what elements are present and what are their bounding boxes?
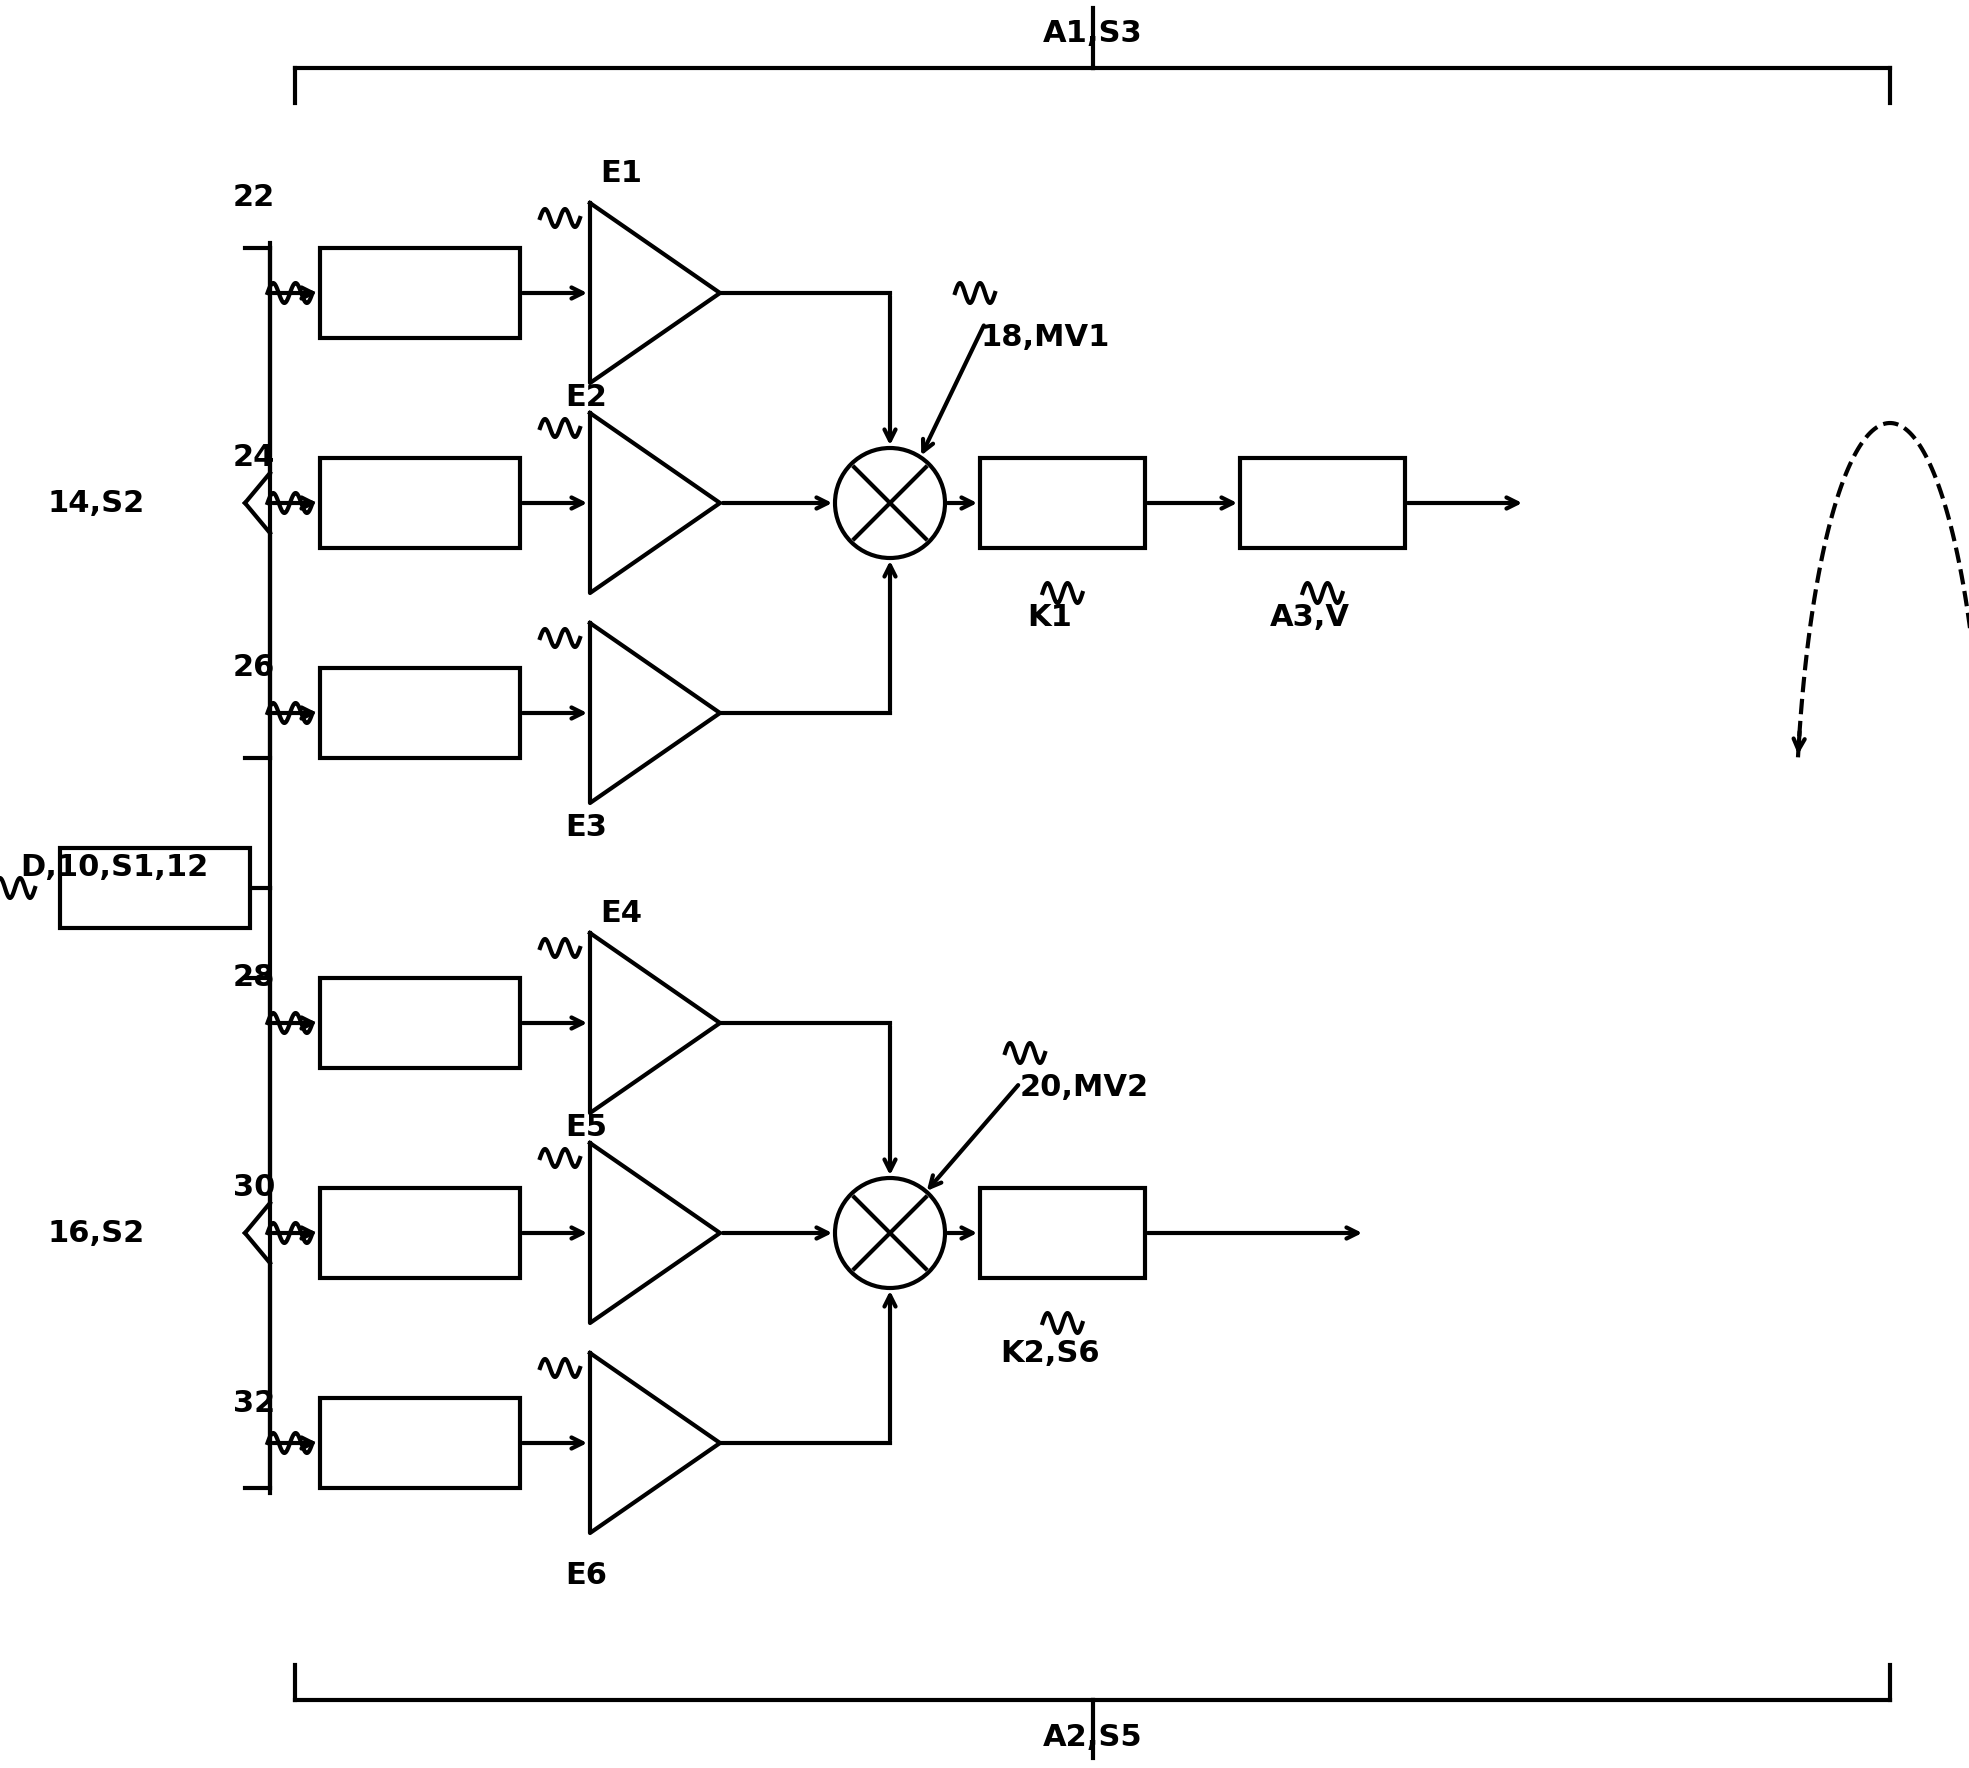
Text: E6: E6: [565, 1561, 606, 1591]
Text: 22: 22: [232, 184, 276, 212]
Bar: [321, 458, 520, 548]
Text: E4: E4: [601, 898, 642, 928]
Bar: [981, 1188, 1146, 1278]
Text: 30: 30: [232, 1174, 276, 1202]
Text: A2,S5: A2,S5: [1044, 1724, 1142, 1752]
Text: 32: 32: [232, 1388, 276, 1418]
Text: K2,S6: K2,S6: [1000, 1338, 1101, 1367]
Text: E1: E1: [601, 159, 642, 187]
Text: 16,S2: 16,S2: [47, 1218, 146, 1248]
Text: 14,S2: 14,S2: [47, 488, 146, 518]
Text: E2: E2: [565, 384, 606, 412]
Bar: [321, 1188, 520, 1278]
Text: E5: E5: [565, 1114, 606, 1142]
Text: K1: K1: [1028, 603, 1073, 633]
Circle shape: [835, 1177, 945, 1289]
Text: 28: 28: [232, 964, 276, 992]
Bar: [321, 248, 520, 338]
Text: 26: 26: [232, 654, 276, 682]
Circle shape: [835, 447, 945, 559]
Text: 24: 24: [232, 444, 276, 472]
Text: A3,V: A3,V: [1270, 603, 1351, 633]
Bar: [59, 849, 250, 928]
Bar: [321, 668, 520, 758]
Text: D,10,S1,12: D,10,S1,12: [20, 854, 209, 882]
Bar: [981, 458, 1146, 548]
Bar: [1240, 458, 1406, 548]
Bar: [321, 978, 520, 1068]
Text: E3: E3: [565, 813, 606, 843]
Text: 20,MV2: 20,MV2: [1020, 1073, 1150, 1103]
Bar: [321, 1398, 520, 1489]
Text: 18,MV1: 18,MV1: [981, 324, 1109, 352]
Text: A1,S3: A1,S3: [1044, 18, 1142, 48]
